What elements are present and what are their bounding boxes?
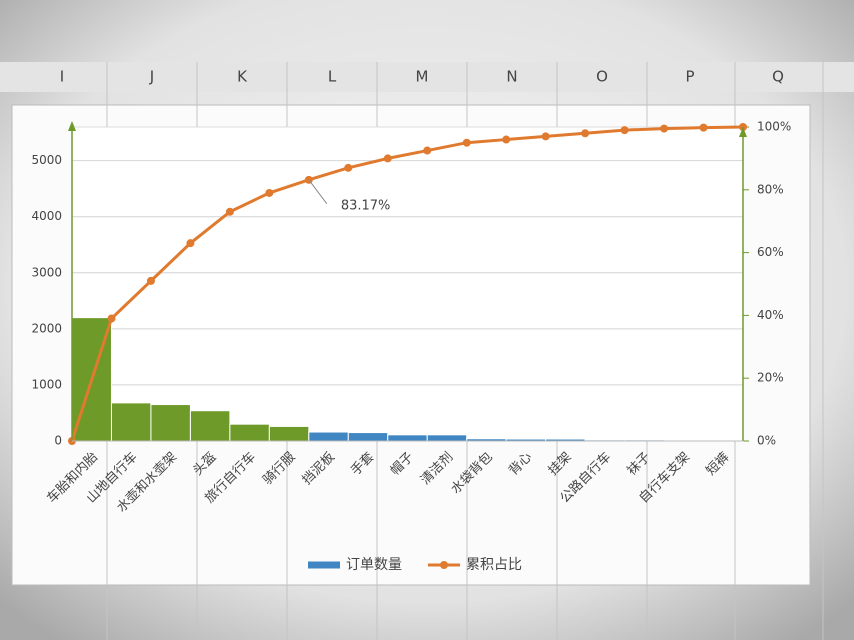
y-tick-label: 3000 xyxy=(31,265,62,279)
y-tick-label: 4000 xyxy=(31,209,62,223)
line-point xyxy=(462,138,471,147)
bar xyxy=(426,434,468,442)
legend-dot xyxy=(440,561,448,569)
y-axis-arrow xyxy=(68,121,76,131)
bar xyxy=(268,425,310,442)
line-start xyxy=(70,318,113,442)
column-header: N xyxy=(506,68,517,86)
line-point xyxy=(186,239,195,248)
bar xyxy=(387,434,428,442)
line-point xyxy=(423,146,432,155)
y-tick-label: 5000 xyxy=(31,153,62,167)
y2-tick-label: 100% xyxy=(757,120,791,134)
column-header: L xyxy=(328,68,337,86)
legend-label: 累积占比 xyxy=(466,557,522,573)
plot-area xyxy=(71,126,744,442)
column-header: M xyxy=(416,68,429,86)
column-header: K xyxy=(237,68,248,86)
line-point xyxy=(383,154,392,163)
line-point xyxy=(225,207,234,216)
y2-tick-label: 80% xyxy=(757,182,784,196)
y2-tick-label: 60% xyxy=(757,245,784,259)
column-header: Q xyxy=(772,68,784,86)
line-point xyxy=(502,135,511,144)
column-header: J xyxy=(149,68,154,86)
y-tick-label: 2000 xyxy=(31,321,62,335)
y2-tick-label: 0% xyxy=(757,434,776,448)
line-point xyxy=(541,132,550,141)
column-header-bar xyxy=(0,62,854,92)
bar xyxy=(110,402,152,442)
column-header: P xyxy=(685,68,694,86)
y2-tick-label: 40% xyxy=(757,308,784,322)
y2-tick-label: 20% xyxy=(757,371,784,385)
column-header: I xyxy=(60,68,64,86)
y2-axis-arrow xyxy=(739,127,747,137)
bar xyxy=(347,432,389,442)
line-point xyxy=(265,188,274,197)
column-header: O xyxy=(596,68,608,86)
bar xyxy=(189,410,231,442)
bar xyxy=(229,423,270,442)
bar xyxy=(308,431,349,442)
line-point xyxy=(146,276,155,285)
y-tick-label: 1000 xyxy=(31,377,62,391)
legend-label: 订单数量 xyxy=(346,557,402,573)
label-leader xyxy=(308,179,328,205)
y-tick-label: 0 xyxy=(54,434,62,448)
line-point xyxy=(344,163,353,172)
data-label: 83.17% xyxy=(341,198,391,213)
line-point xyxy=(660,124,669,133)
line-point xyxy=(581,129,590,138)
bar xyxy=(150,404,191,442)
line-point xyxy=(107,314,116,323)
line-point xyxy=(620,126,629,135)
line-point xyxy=(699,123,708,132)
